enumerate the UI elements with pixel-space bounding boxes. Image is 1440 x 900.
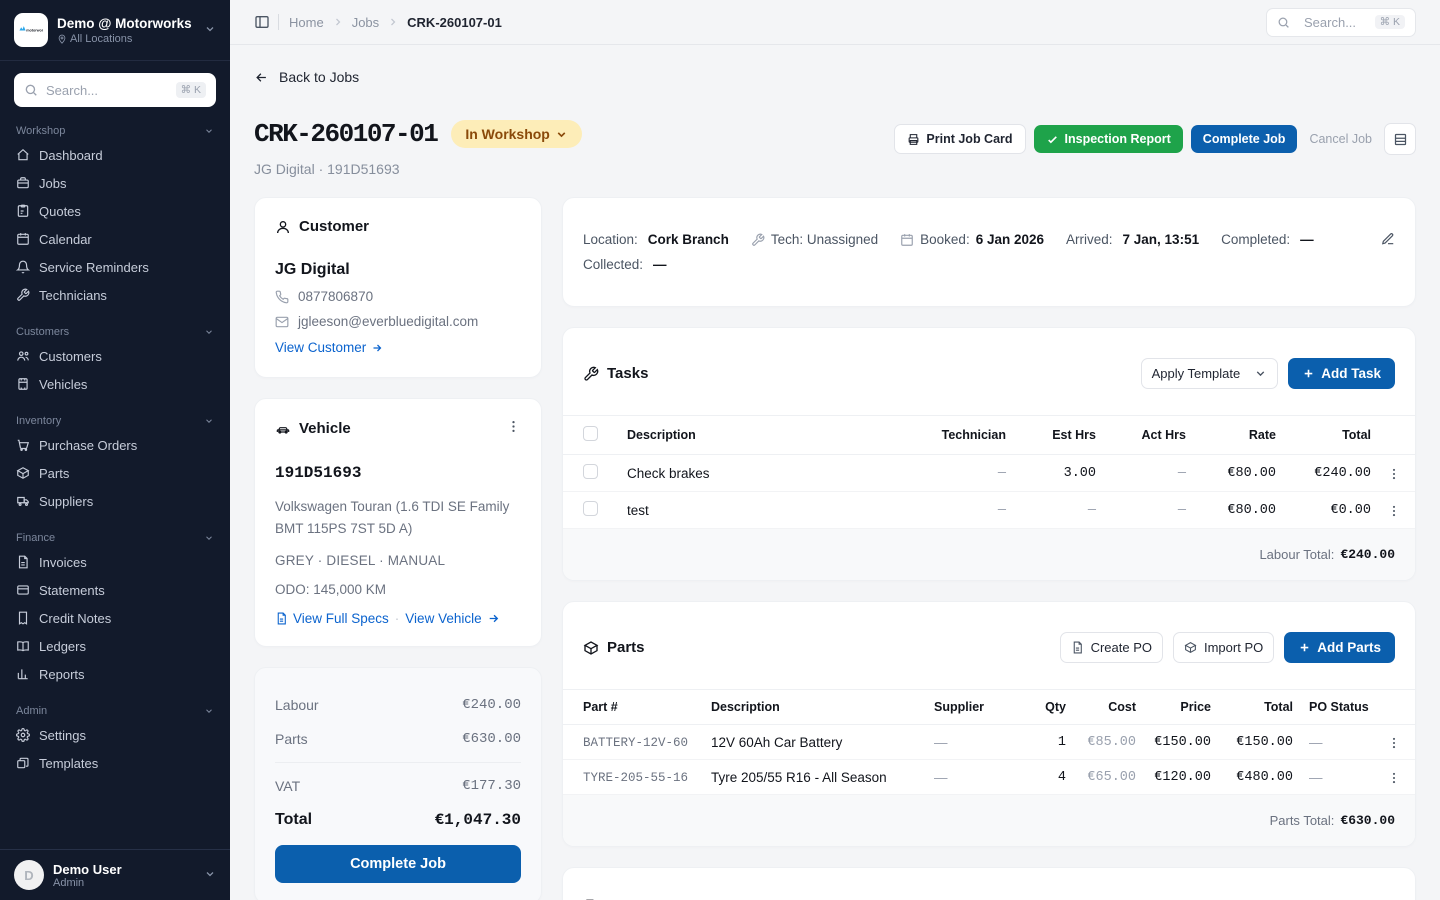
svg-text:motorworks: motorworks xyxy=(26,28,43,32)
